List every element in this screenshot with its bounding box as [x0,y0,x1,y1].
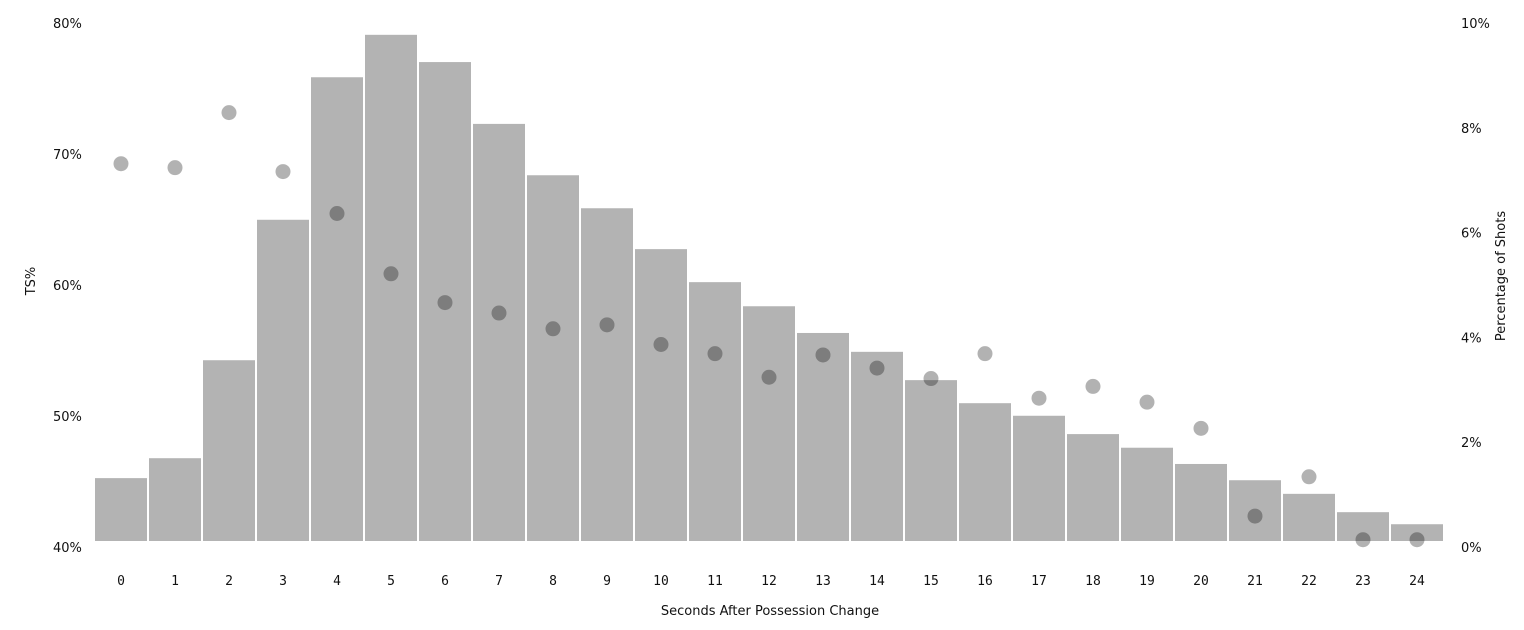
bar-4 [311,77,363,541]
left-tick-label: 60% [53,279,82,294]
bar-13 [797,332,849,541]
ts-point-17 [1031,390,1047,406]
right-tick-label: 0% [1461,541,1482,556]
x-tick-label: 13 [815,574,831,589]
right-tick-label: 10% [1461,17,1490,32]
bar-20 [1175,463,1227,541]
x-tick-label: 7 [495,574,503,589]
right-tick-label: 6% [1461,227,1482,242]
bar-1 [149,458,201,541]
bar-12 [743,306,795,541]
left-tick-label: 70% [53,148,82,163]
ts-point-10 [653,337,669,352]
ts-point-5 [383,266,399,282]
bar-23 [1337,512,1389,541]
x-tick-label: 8 [549,574,557,589]
left-tick-label: 40% [53,541,82,556]
x-tick-label: 12 [761,574,777,589]
right-axis-title: Percentage of Shots [1494,211,1509,341]
x-tick-label: 18 [1085,574,1101,589]
right-tick-label: 8% [1461,122,1482,137]
ts-point-18 [1085,378,1101,394]
ts-point-23 [1355,532,1371,548]
right-axis-ticks: 0% 2% 4% 6% 8% 10% [1461,17,1490,556]
left-axis-ticks: 40% 50% 60% 70% 80% [53,17,82,556]
ts-point-19 [1139,394,1155,410]
x-tick-label: 1 [171,574,179,589]
bar-18 [1067,434,1119,541]
bar-24 [1391,524,1443,541]
x-tick-label: 24 [1409,574,1425,589]
x-tick-label: 14 [869,574,885,589]
ts-point-1 [167,160,183,176]
bar-0 [95,478,147,541]
ts-point-16 [977,346,993,362]
x-tick-label: 17 [1031,574,1047,589]
ts-point-21 [1247,508,1263,524]
ts-point-22 [1301,469,1317,485]
x-tick-label: 21 [1247,574,1263,589]
dots-layer [113,105,1425,548]
ts-point-9 [599,317,615,333]
x-tick-label: 5 [387,574,395,589]
x-tick-label: 0 [117,574,125,589]
ts-point-11 [707,346,723,362]
x-tick-label: 11 [707,574,723,589]
ts-point-7 [491,305,507,321]
x-tick-label: 15 [923,574,939,589]
ts-point-13 [815,347,831,363]
x-tick-label: 22 [1301,574,1317,589]
x-tick-label: 2 [225,574,233,589]
bar-5 [365,34,417,541]
bar-16 [959,403,1011,541]
bar-9 [581,208,633,541]
left-tick-label: 80% [53,17,82,32]
x-tick-label: 3 [279,574,287,589]
x-tick-label: 16 [977,574,993,589]
ts-point-24 [1409,532,1425,548]
right-tick-label: 2% [1461,436,1482,451]
ts-point-12 [761,369,777,385]
right-tick-label: 4% [1461,331,1482,346]
bar-21 [1229,480,1281,541]
x-axis-ticks: 0 1 2 3 4 5 6 7 8 9 10 11 12 13 14 15 16 17 18 19 20 21 22 23 24 [117,574,1425,589]
bar-8 [527,175,579,542]
bar-15 [905,380,957,541]
x-tick-label: 10 [653,574,669,589]
ts-point-0 [113,156,129,172]
bar-3 [257,219,309,541]
bar-11 [689,282,741,541]
bar-2 [203,360,255,541]
ts-point-20 [1193,420,1209,436]
x-tick-label: 9 [603,574,611,589]
ts-point-4 [329,206,345,221]
ts-point-2 [221,105,237,121]
bar-7 [473,123,525,541]
ts-point-8 [545,321,561,337]
x-tick-label: 6 [441,574,449,589]
left-axis-title: TS% [24,267,39,297]
ts-point-6 [437,295,453,311]
x-tick-label: 19 [1139,574,1155,589]
x-tick-label: 20 [1193,574,1209,589]
x-tick-label: 4 [333,574,341,589]
ts-point-3 [275,164,291,180]
bars-layer [95,34,1443,542]
bar-19 [1121,447,1173,541]
bar-22 [1283,493,1335,541]
x-axis-title: Seconds After Possession Change [661,604,879,619]
x-tick-label: 23 [1355,574,1371,589]
ts-point-15 [923,371,939,387]
left-tick-label: 50% [53,410,82,425]
ts-point-14 [869,360,885,376]
bar-14 [851,351,903,541]
bar-6 [419,62,471,542]
bar-10 [635,249,687,541]
bar-17 [1013,415,1065,541]
